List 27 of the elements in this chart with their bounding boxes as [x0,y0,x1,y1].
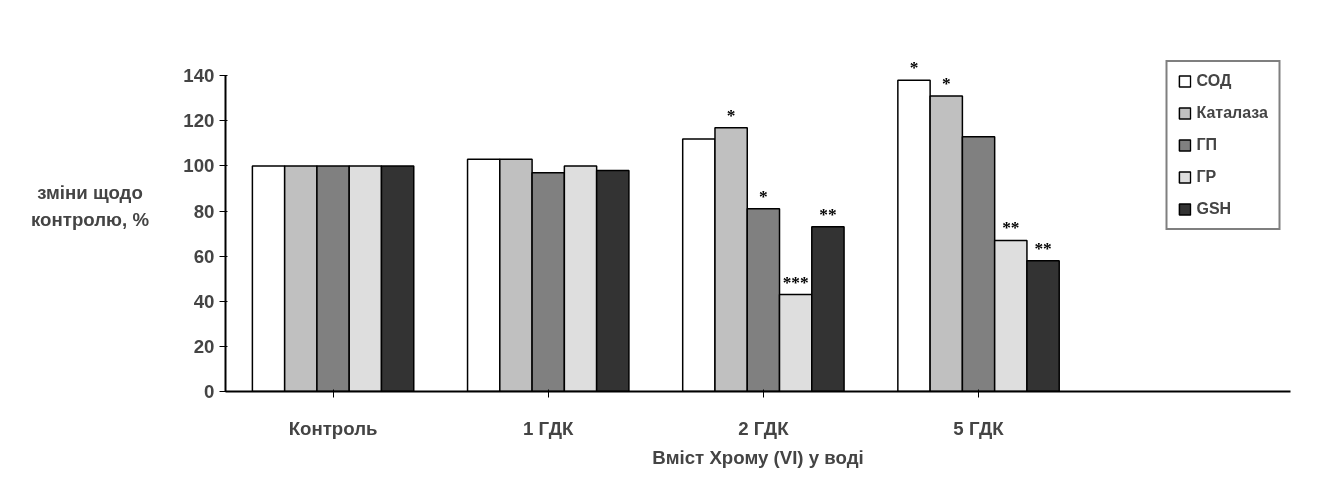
legend-label: GSH [1196,200,1232,218]
legend-label: ГР [1196,168,1217,186]
data-label: * [726,105,736,125]
x-axis-title: Вміст Хрому (VI) у воді [652,446,864,468]
legend-label: ГП [1196,136,1218,154]
data-label: ** [1002,218,1020,238]
y-tick-label: 40 [193,290,215,312]
data-label: ** [1034,238,1052,258]
x-tick-label: 5 ГДК [953,417,1005,439]
data-label: ** [819,204,837,224]
y-axis-title: зміни щодо контролю, % [31,181,149,232]
y-tick-label: 100 [183,155,215,177]
data-label: * [941,74,951,94]
y-tick-label: 140 [183,65,215,87]
x-tick-label: Контроль [288,417,378,439]
data-label: * [909,58,919,78]
y-tick-label: 80 [193,200,215,222]
y-tick-label: 20 [193,335,215,357]
y-tick-label: 120 [183,110,215,132]
y-tick-label: 60 [193,245,215,267]
x-tick-label: 1 ГДК [523,417,575,439]
legend-label: СОД [1196,72,1232,90]
data-label: * [759,186,768,206]
legend-label: Каталаза [1196,104,1268,122]
x-tick-label: 2 ГДК [738,417,790,439]
data-label: *** [782,272,809,292]
y-tick-label: 0 [204,381,215,402]
